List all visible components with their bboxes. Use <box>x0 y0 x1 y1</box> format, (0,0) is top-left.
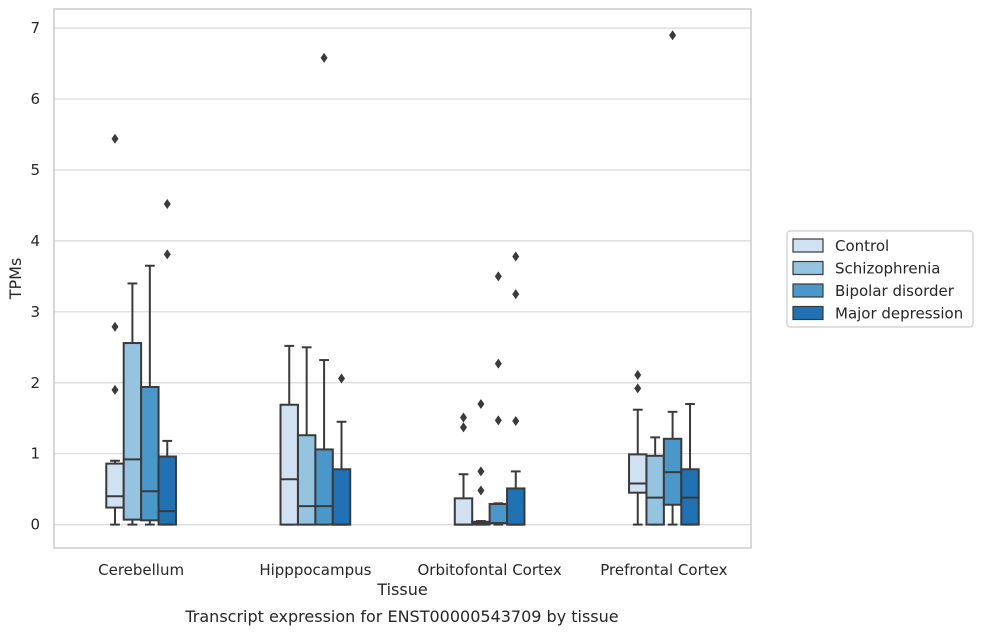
y-tick-label: 6 <box>30 90 40 108</box>
box-schizophrenia <box>296 434 317 526</box>
box-bipolar-disorder <box>314 448 334 526</box>
box-control <box>279 403 299 526</box>
outlier-point <box>459 422 467 433</box>
box-control <box>105 462 125 509</box>
legend: Control Schizophrenia Bipolar disorder Majo… <box>786 230 974 328</box>
legend-swatch <box>792 260 824 276</box>
outlier-point <box>494 415 502 426</box>
legend-swatch <box>792 305 824 321</box>
box-schizophrenia <box>122 342 143 521</box>
legend-label: Control <box>835 237 889 255</box>
box-group <box>105 133 177 526</box>
box-bipolar-disorder <box>140 386 160 522</box>
outlier-point <box>163 249 171 260</box>
y-tick-label: 5 <box>30 161 40 179</box>
box-schizophrenia <box>645 454 665 526</box>
y-tick-label: 2 <box>30 374 40 392</box>
y-tick-label: 3 <box>30 303 40 321</box>
box-major-depression <box>157 455 177 526</box>
legend-label: Schizophrenia <box>835 260 940 278</box>
outlier-point <box>111 384 119 395</box>
x-tick-label: Hipppocampus <box>259 561 371 579</box>
outlier-point <box>634 383 642 394</box>
outlier-point <box>320 52 328 63</box>
box-major-depression <box>506 487 526 526</box>
outlier-point <box>477 466 485 477</box>
outlier-point <box>459 412 467 423</box>
legend-label: Bipolar disorder <box>835 282 955 300</box>
outlier-point <box>111 321 119 332</box>
y-tick-label: 7 <box>30 19 40 37</box>
chart-caption: Transcript expression for ENST0000054370… <box>184 607 618 626</box>
outlier-point <box>512 251 520 262</box>
x-axis-title: Tissue <box>376 580 427 599</box>
x-tick-label: Cerebellum <box>98 561 184 579</box>
y-axis-title: TPMs <box>6 258 25 301</box>
box-group <box>279 52 352 526</box>
box-control <box>453 497 474 526</box>
legend-box <box>786 230 974 328</box>
box-group <box>453 251 526 526</box>
outlier-point <box>163 199 171 210</box>
outlier-point <box>512 416 520 427</box>
outlier-point <box>338 373 346 384</box>
box-group <box>628 30 700 526</box>
outlier-point <box>634 369 642 380</box>
outlier-point <box>477 399 485 410</box>
y-tick-label: 1 <box>30 445 40 463</box>
legend-swatch <box>792 238 824 253</box>
outlier-point <box>669 30 677 41</box>
x-tick-label: Prefrontal Cortex <box>600 561 727 579</box>
box-control <box>628 453 648 494</box>
outlier-point <box>494 271 502 282</box>
y-tick-label: 0 <box>30 516 40 534</box>
plot-frame <box>53 8 752 549</box>
box-bipolar-disorder <box>488 503 509 525</box>
outlier-point <box>111 133 119 144</box>
x-tick-label: Orbitofontal Cortex <box>418 561 562 579</box>
outlier-point <box>494 358 502 369</box>
outlier-point <box>477 485 485 496</box>
box-major-depression <box>331 468 352 526</box>
y-tick-label: 4 <box>30 232 40 250</box>
legend-label: Major depression <box>835 305 963 323</box>
legend-swatch <box>792 283 824 298</box>
outlier-point <box>512 289 520 300</box>
